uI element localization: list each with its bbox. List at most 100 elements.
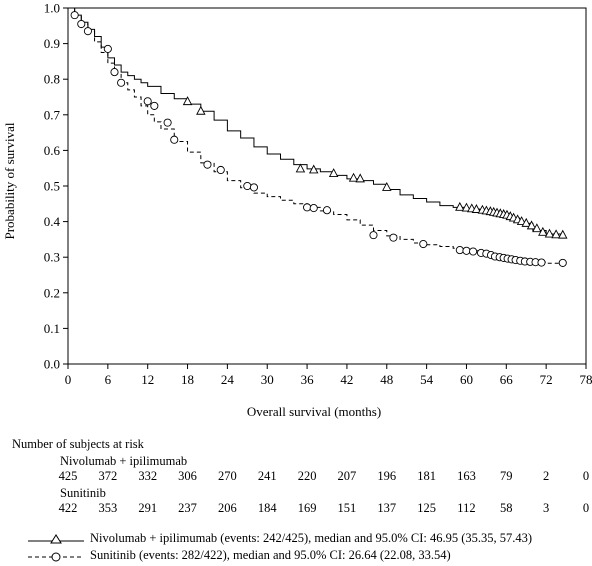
series-layer [68, 7, 568, 267]
risk-count: 306 [178, 469, 197, 483]
series-line-0 [68, 7, 564, 236]
censor-mark-circle [143, 97, 152, 106]
censor-mark-triangle [521, 217, 531, 227]
x-tick-label: 60 [460, 372, 473, 387]
censor-mark-circle [110, 68, 119, 77]
censor-mark-triangle [455, 201, 465, 211]
censor-mark-circle [303, 203, 312, 212]
y-tick-label: 0.7 [44, 107, 61, 122]
risk-group-label-nivolumab: Nivolumab + ipilimumab [60, 454, 188, 468]
legend-swatch-solid-triangle [28, 534, 84, 544]
x-tick-label: 30 [261, 372, 274, 387]
censor-mark-triangle [558, 229, 568, 239]
censor-mark-circle [389, 233, 398, 242]
risk-count: 220 [297, 469, 317, 483]
risk-count: 2 [543, 469, 550, 483]
risk-count: 184 [257, 501, 277, 515]
x-tick-label: 48 [380, 372, 393, 387]
y-tick-label: 0.8 [44, 72, 60, 87]
risk-count: 372 [98, 469, 118, 483]
censor-mark-circle [309, 204, 318, 213]
risk-count: 125 [417, 501, 436, 515]
censor-mark-circle [537, 258, 546, 267]
risk-count: 422 [58, 501, 78, 515]
censor-mark-circle [369, 231, 378, 240]
censor-mark-circle [203, 160, 212, 169]
censor-mark-circle [163, 118, 172, 127]
survival-chart: 0 6 12 18 24 30 36 42 48 54 60 66 72 78 0.0 0.1 0.2 0.3 0.… [2, 1, 592, 420]
legend-item-sunitinib: Sunitinib (events: 282/422), median and … [28, 548, 451, 563]
censor-mark-triangle [348, 172, 359, 182]
censor-mark-circle [103, 44, 112, 53]
risk-count: 137 [377, 501, 397, 515]
risk-count: 291 [138, 501, 158, 515]
risk-count: 237 [178, 501, 197, 515]
censor-mark-circle [70, 11, 79, 20]
y-tick-label: 0.9 [44, 36, 60, 51]
censor-mark-triangle [382, 181, 392, 191]
risk-count: 79 [500, 469, 513, 483]
risk-count: 169 [297, 501, 317, 515]
risk-count: 181 [417, 469, 436, 483]
censor-mark-circle [117, 78, 126, 87]
risk-count: 353 [98, 501, 118, 515]
censor-mark-circle [150, 101, 159, 110]
censor-mark-triangle [295, 163, 306, 173]
censor-mark-circle [462, 246, 471, 255]
x-tick-label: 24 [221, 372, 235, 387]
x-tick-label: 66 [500, 372, 514, 387]
censor-mark-circle [170, 135, 179, 144]
censor-mark-circle [249, 183, 258, 192]
censor-mark-circle [243, 181, 252, 191]
x-axis-label: Overall survival (months) [247, 404, 381, 419]
censor-mark-triangle [516, 216, 527, 226]
x-tick-label: 54 [420, 372, 434, 387]
risk-count: 196 [377, 469, 397, 483]
legend-swatch-dashed-circle [28, 552, 84, 562]
series-line-1 [68, 7, 564, 264]
risk-count: 241 [257, 469, 277, 483]
censor-mark-circle [455, 246, 464, 255]
y-tick-label: 0.5 [44, 179, 60, 194]
y-tick-label: 0.3 [44, 250, 60, 265]
legend-item-nivolumab: Nivolumab + ipilimumab (events: 242/425)… [28, 531, 532, 546]
risk-count: 207 [337, 469, 357, 483]
legend-label-nivolumab: Nivolumab + ipilimumab (events: 242/425)… [90, 531, 533, 545]
censor-mark-circle [558, 258, 567, 267]
x-tick-label: 12 [141, 372, 154, 387]
risk-count: 163 [457, 469, 476, 483]
risk-count: 112 [457, 501, 476, 515]
censor-mark-triangle [526, 220, 537, 230]
censor-mark-triangle [551, 229, 561, 239]
censor-mark-triangle [182, 96, 193, 106]
censor-mark-circle [469, 247, 478, 256]
y-axis-label: Probability of survival [2, 122, 17, 239]
risk-count: 425 [58, 469, 78, 483]
x-tick-label: 78 [580, 372, 592, 387]
plot-frame [67, 7, 587, 365]
risk-count: 151 [337, 501, 357, 515]
risk-table-title: Number of subjects at risk [12, 437, 144, 451]
censor-mark-triangle [461, 202, 472, 212]
axes: 0 6 12 18 24 30 36 42 48 54 60 66 72 78 0.0 0.1 0.2 0.3 0.… [44, 1, 592, 388]
risk-count: 332 [138, 469, 158, 483]
risk-count: 0 [582, 469, 590, 483]
x-tick-label: 0 [65, 372, 72, 387]
y-tick-label: 0.0 [44, 357, 60, 372]
censor-mark-circle [83, 27, 92, 36]
x-tick-label: 42 [340, 372, 353, 387]
risk-count: 270 [218, 469, 237, 483]
censor-mark-triangle [355, 173, 365, 183]
censor-mark-circle [216, 165, 225, 175]
risk-count: 0 [582, 501, 590, 515]
x-tick-label: 18 [181, 372, 194, 387]
y-tick-label: 0.2 [44, 285, 60, 300]
y-tick-label: 0.6 [44, 143, 61, 158]
censor-mark-triangle [532, 223, 542, 233]
risk-group-label-sunitinib: Sunitinib [60, 486, 106, 500]
censor-mark-triangle [538, 226, 548, 236]
censor-mark-triangle [544, 228, 555, 238]
censor-mark-circle [77, 19, 86, 29]
y-tick-label: 0.1 [44, 321, 60, 336]
risk-count: 58 [500, 501, 513, 515]
